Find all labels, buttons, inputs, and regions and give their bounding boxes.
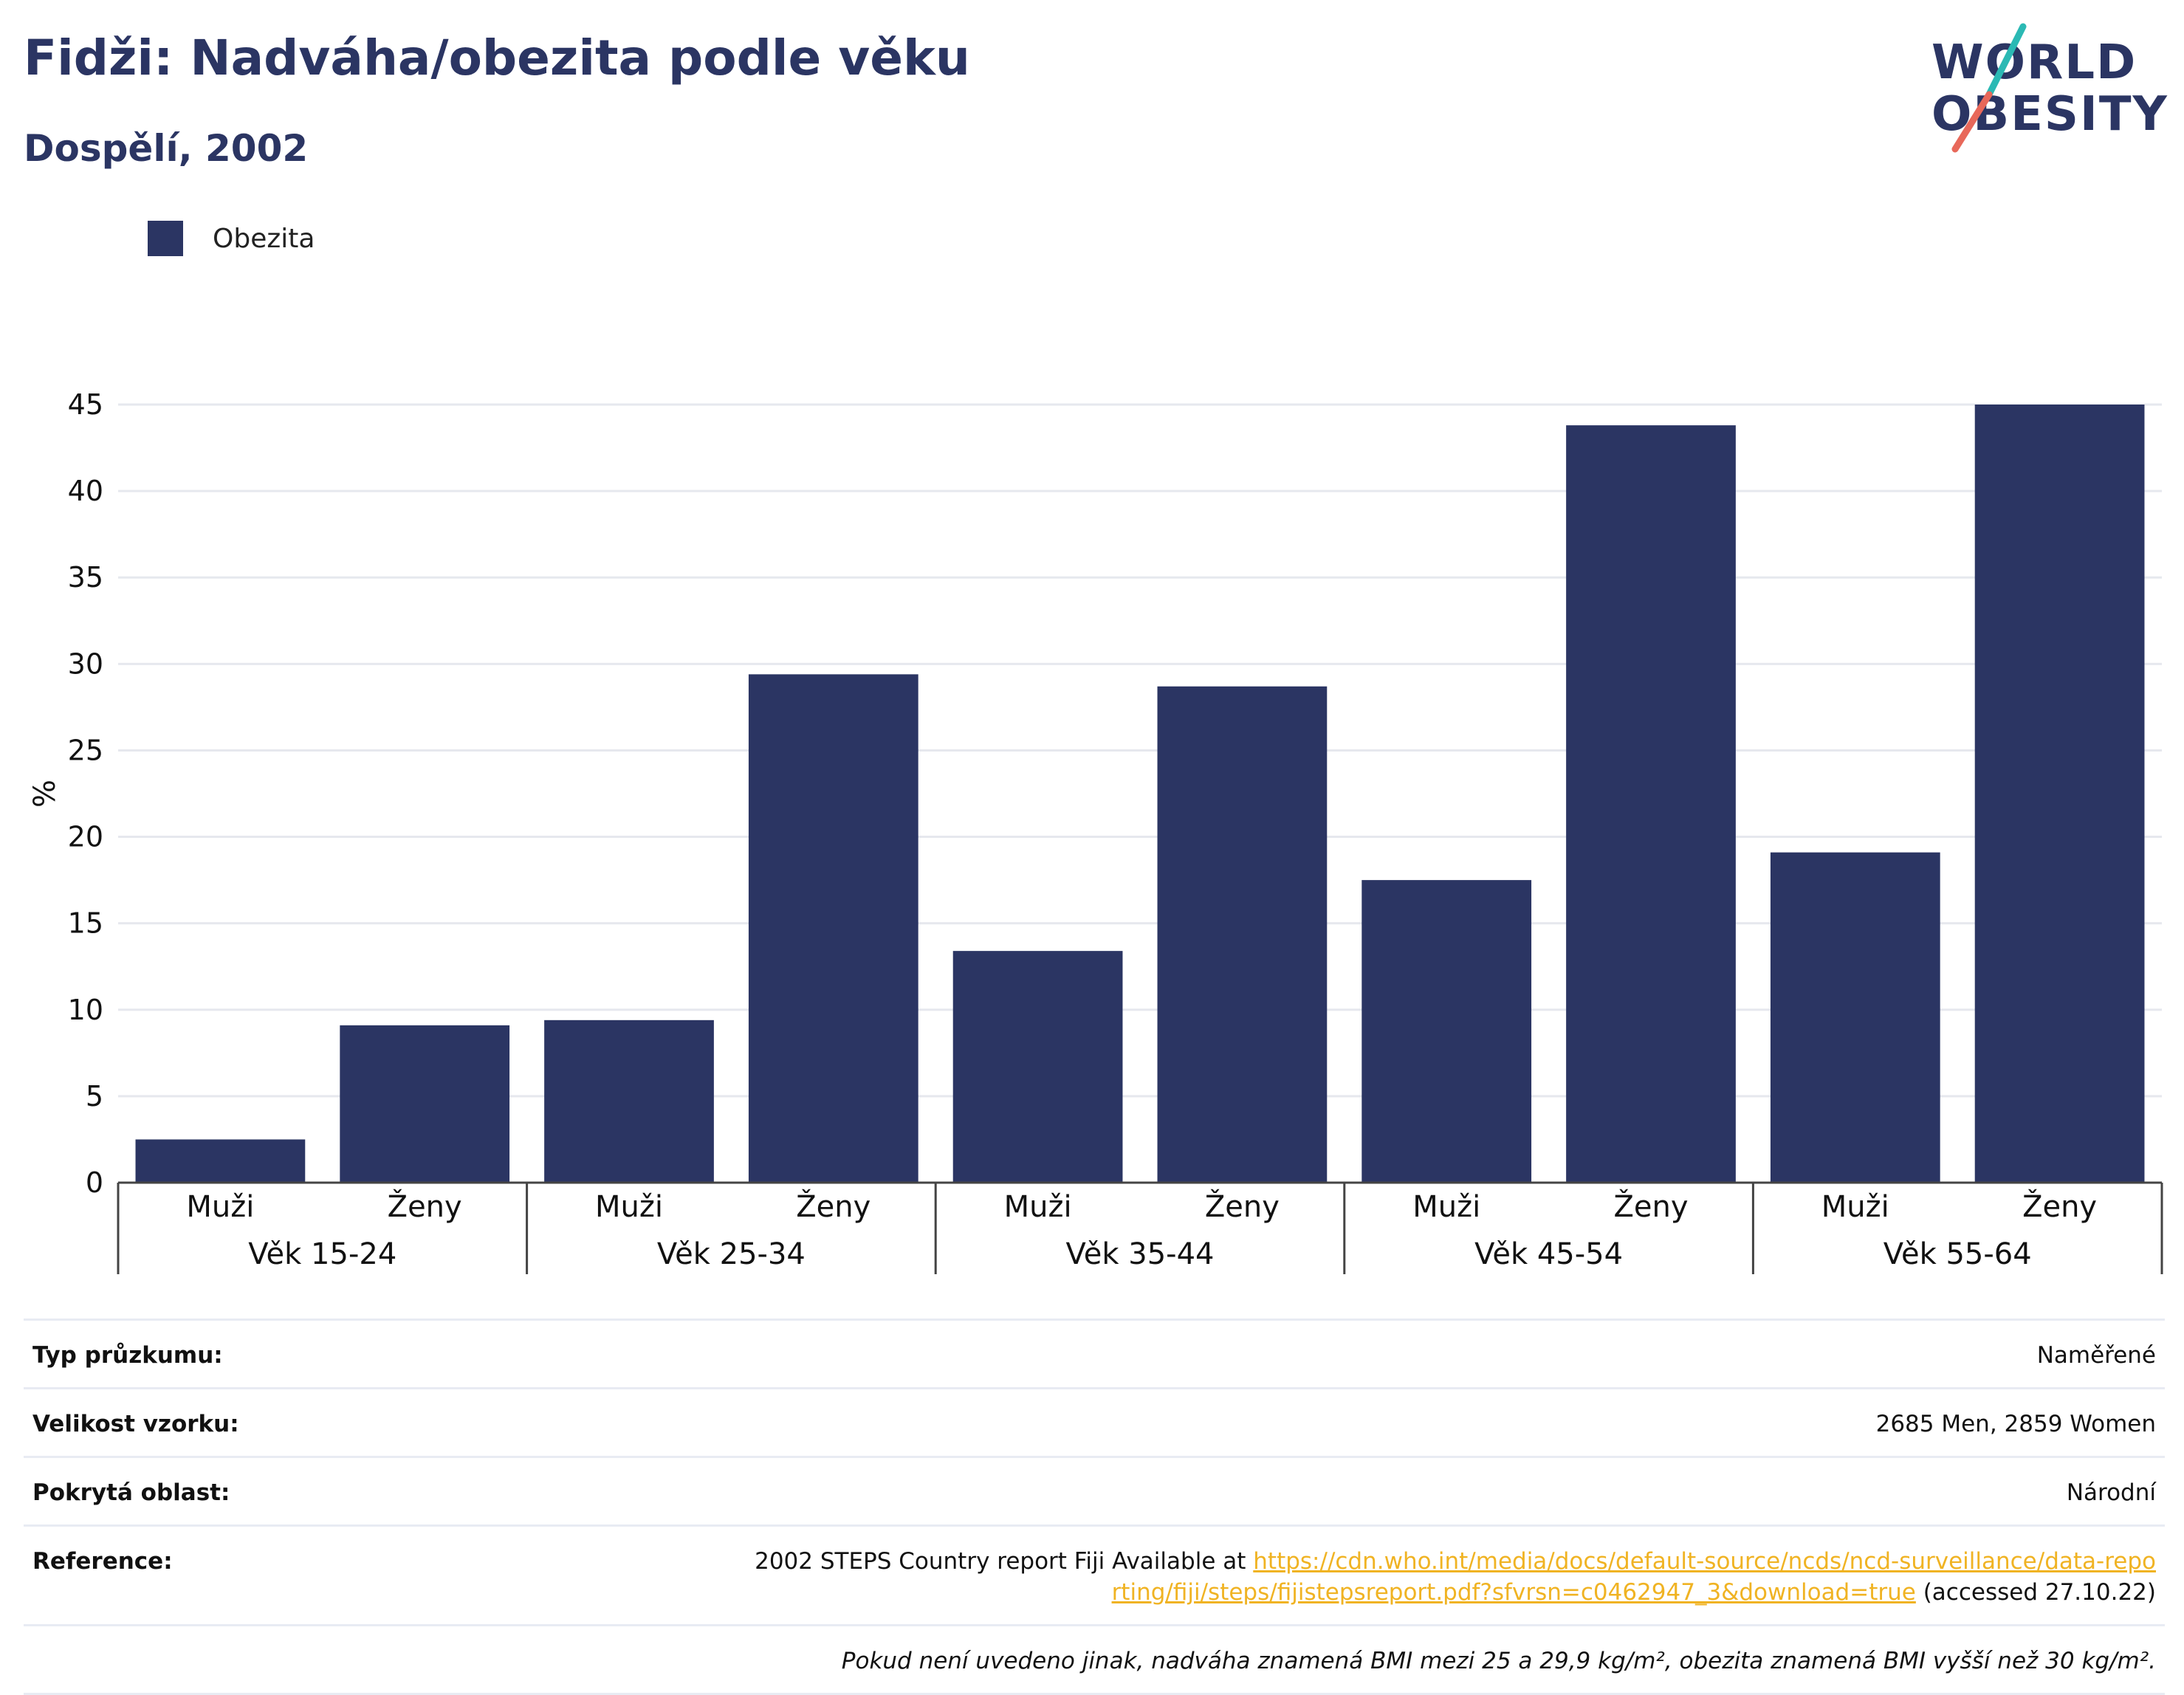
info-key: Velikost vzorku: <box>32 1411 239 1437</box>
info-table: Typ průzkumu: Naměřené Velikost vzorku: … <box>24 1318 2165 1695</box>
info-row-sample-size: Velikost vzorku: 2685 Men, 2859 Women <box>24 1387 2165 1456</box>
chart-subtitle: Dospělí, 2002 <box>24 127 309 170</box>
x-subcategory-label: Ženy <box>796 1189 870 1224</box>
info-row-note: Pokud není uvedeno jinak, nadváha znamen… <box>24 1624 2165 1695</box>
y-axis-label: % <box>28 780 62 808</box>
y-tick-label: 5 <box>86 1080 103 1113</box>
bar <box>135 1139 306 1183</box>
x-group-label: Věk 25-34 <box>657 1237 806 1271</box>
x-subcategory-label: Muži <box>186 1190 254 1224</box>
x-subcategory-label: Ženy <box>1205 1189 1280 1224</box>
x-subcategory-label: Muži <box>1004 1190 1072 1224</box>
x-subcategory-label: Muži <box>1412 1190 1480 1224</box>
y-tick-label: 0 <box>86 1166 103 1199</box>
logo-slash-icon <box>1951 23 2027 153</box>
y-tick-label: 40 <box>68 475 103 507</box>
info-row-reference: Reference: 2002 STEPS Country report Fij… <box>24 1524 2165 1624</box>
y-tick-label: 45 <box>68 388 103 421</box>
bar <box>1770 852 1940 1183</box>
bar-chart: 0 5 10 15 20 25 30 35 40 45% Muži Ženy Muži Ženy Muži Ž… <box>28 388 2163 1274</box>
bar <box>340 1025 510 1183</box>
logo-line-1: WORLD <box>1931 35 2137 90</box>
x-subcategory-label: Muži <box>595 1190 663 1224</box>
y-tick-label: 10 <box>68 994 103 1026</box>
info-value: 2685 Men, 2859 Women <box>1875 1411 2156 1437</box>
x-subcategory-label: Ženy <box>2022 1189 2097 1224</box>
info-row-area: Pokrytá oblast: Národní <box>24 1456 2165 1524</box>
x-subcategory-label: Ženy <box>1613 1189 1688 1224</box>
x-subcategory-label: Muži <box>1821 1190 1889 1224</box>
info-row-survey-type: Typ průzkumu: Naměřené <box>24 1318 2165 1387</box>
y-tick-label: 30 <box>68 647 103 680</box>
info-key: Typ průzkumu: <box>32 1342 223 1369</box>
x-group-label: Věk 55-64 <box>1883 1237 2032 1271</box>
bar <box>1157 686 1328 1183</box>
y-tick-label: 15 <box>68 907 103 940</box>
info-value: Naměřené <box>2036 1342 2156 1369</box>
y-tick-label: 20 <box>68 821 103 853</box>
legend-label: Obezita <box>213 223 315 254</box>
info-value: Národní <box>2066 1479 2156 1506</box>
chart-title: Fidži: Nadváha/obezita podle věku <box>24 30 970 86</box>
x-group-label: Věk 45-54 <box>1474 1237 1623 1271</box>
info-key: Pokrytá oblast: <box>32 1479 230 1506</box>
world-obesity-logo: WORLD OBESITY <box>1927 21 2171 161</box>
bar <box>1361 880 1532 1183</box>
x-subcategory-label: Ženy <box>388 1189 462 1224</box>
reference-prefix: 2002 STEPS Country report Fiji Available… <box>755 1548 1254 1575</box>
definition-note: Pokud není uvedeno jinak, nadváha znamen… <box>841 1648 2156 1674</box>
info-key: Reference: <box>32 1548 173 1575</box>
y-tick-label: 35 <box>68 561 103 594</box>
bar <box>1974 405 2145 1183</box>
y-tick-label: 25 <box>68 734 103 766</box>
legend-swatch <box>148 221 183 256</box>
logo-line-2: OBESITY <box>1931 87 2168 142</box>
x-group-label: Věk 15-24 <box>248 1237 396 1271</box>
bar <box>1566 425 1736 1183</box>
bar <box>748 674 918 1183</box>
chart-legend: Obezita <box>148 220 315 257</box>
bar <box>952 951 1123 1183</box>
reference-suffix: (accessed 27.10.22) <box>1915 1579 2156 1606</box>
reference-link[interactable]: https://cdn.who.int/media/docs/default-s… <box>1111 1548 2156 1606</box>
reference-value: 2002 STEPS Country report Fiji Available… <box>753 1546 2156 1608</box>
bar <box>544 1020 714 1183</box>
x-group-label: Věk 35-44 <box>1066 1237 1215 1271</box>
